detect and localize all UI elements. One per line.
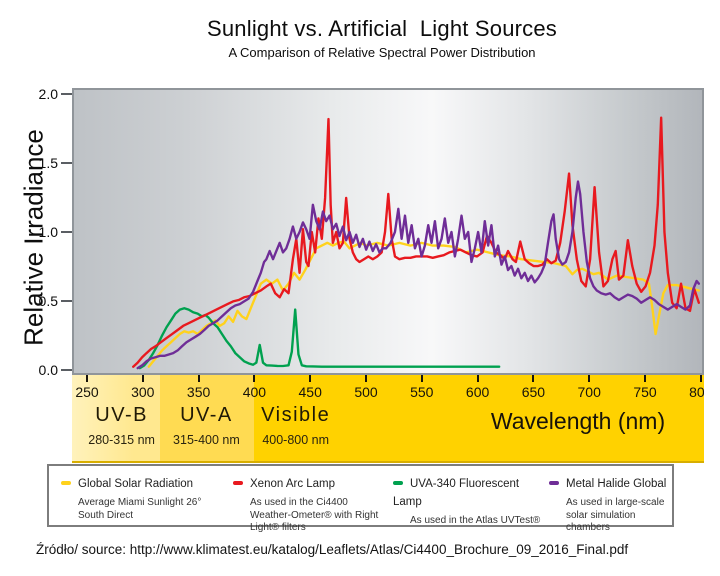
x-tick-label: 400	[242, 384, 267, 400]
y-tick	[61, 162, 72, 164]
y-tick-label: 2.0	[38, 86, 58, 102]
legend-item-header: UVA-340 Fluorescent Lamp	[393, 474, 543, 510]
x-tick-label: 800	[689, 384, 704, 400]
series-line-uva-340-fluorescent-lamp	[138, 307, 501, 370]
legend-marker	[393, 481, 403, 485]
y-tick	[61, 231, 72, 233]
x-tick-label: 700	[577, 384, 601, 400]
chart-subtitle: A Comparison of Relative Spectral Power …	[228, 45, 536, 60]
x-axis-label: Wavelength (nm)	[490, 408, 666, 434]
x-tick	[365, 375, 367, 382]
series-line-metal-halide-global	[136, 180, 701, 370]
legend-item: UVA-340 Fluorescent Lamp As used in the A…	[393, 474, 543, 528]
x-tick	[588, 375, 591, 382]
legend-item-desc: As used in large-scale solar simulation …	[566, 497, 665, 533]
legend-item-desc: Average Miami Sunlight 26° South Direct	[78, 497, 202, 521]
x-tick-label: 250	[75, 384, 99, 400]
band-label: Visible	[261, 404, 331, 426]
y-tick-label: 0.0	[38, 362, 58, 378]
legend-item-label: Global Solar Radiation	[78, 478, 194, 490]
x-tick-label: 450	[298, 384, 322, 400]
plot-area	[72, 88, 704, 375]
x-tick	[197, 375, 200, 382]
chart-title: Sunlight vs. Artificial Light Sources	[207, 16, 557, 41]
y-tick	[61, 300, 72, 302]
x-tick	[644, 375, 646, 382]
band-segment-uv-a	[159, 375, 255, 461]
legend-item: Xenon Arc Lamp As used in the Ci4400 Weat…	[233, 474, 385, 535]
legend-item: Global Solar Radiation Average Miami Sunl…	[61, 474, 229, 522]
legend-item-label: Xenon Arc Lamp	[250, 478, 336, 490]
y-tick-label: 1.5	[38, 155, 58, 171]
legend-item-desc: As used in the Ci4400 Weather-Ometer® wi…	[250, 497, 379, 533]
x-tick-label: 550	[410, 384, 434, 400]
y-tick-label: 1.0	[38, 224, 58, 240]
source-line: Źródło/ source: http://www.klimatest.eu/…	[36, 542, 629, 557]
band-segment-uv-b	[72, 375, 160, 461]
legend-item-header: Xenon Arc Lamp	[233, 474, 385, 492]
x-tick	[253, 375, 256, 382]
legend-item: Metal Halide Global As used in large-scal…	[549, 474, 671, 535]
legend-item-header: Global Solar Radiation	[61, 474, 229, 492]
x-tick	[141, 375, 144, 382]
x-tick	[476, 375, 479, 382]
band-range-label: 315-400 nm	[173, 433, 240, 447]
legend-item-desc: As used in the Atlas UVTest®	[410, 515, 541, 526]
x-axis-band: Wavelength (nm) UV-B 280-315 nm UV-A 315-40…	[72, 375, 704, 463]
x-tick	[699, 375, 702, 382]
legend-marker	[233, 481, 243, 485]
x-tick-label: 300	[131, 384, 155, 400]
legend-item-label: UVA-340 Fluorescent Lamp	[393, 478, 520, 508]
legend-marker	[61, 481, 71, 485]
band-segment-visible	[254, 375, 704, 461]
series-line-xenon-arc-lamp	[132, 116, 701, 368]
series-canvas	[132, 116, 701, 370]
legend-item-label: Metal Halide Global	[566, 478, 667, 490]
x-tick	[420, 375, 423, 382]
legend-box: Global Solar Radiation Average Miami Sunl…	[47, 464, 674, 533]
x-tick-label: 350	[186, 384, 211, 400]
x-tick	[532, 375, 535, 382]
band-range-label: 400-800 nm	[262, 433, 330, 447]
x-tick-label: 750	[633, 384, 657, 400]
legend-marker	[549, 481, 559, 485]
y-tick	[61, 369, 72, 371]
band-label: UV-A	[180, 404, 233, 426]
x-tick-label: 500	[354, 384, 378, 400]
y-tick-label: 0.5	[38, 293, 58, 309]
legend-item-header: Metal Halide Global	[549, 474, 671, 492]
x-tick	[309, 375, 312, 382]
y-tick	[61, 93, 72, 95]
band-range-label: 280-315 nm	[88, 433, 155, 447]
x-tick-label: 650	[521, 384, 546, 400]
band-label: UV-B	[95, 404, 148, 426]
x-tick	[86, 375, 88, 382]
x-tick-label: 600	[465, 384, 490, 400]
